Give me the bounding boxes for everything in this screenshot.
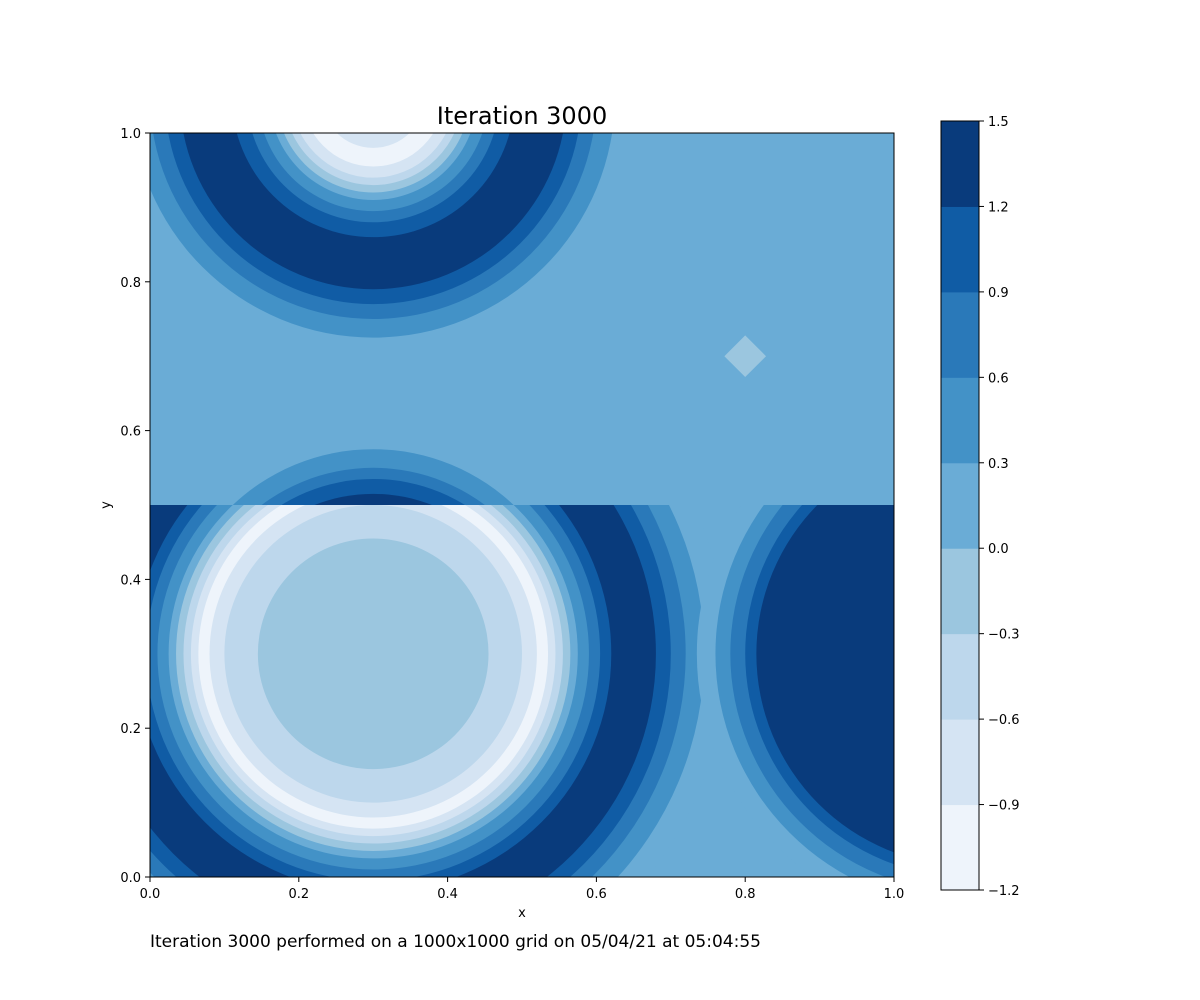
x-tick-label: 0.8 (735, 887, 756, 902)
colorbar-segment (941, 462, 979, 549)
colorbar-segment (941, 804, 979, 891)
colorbar-segment (941, 719, 979, 806)
y-tick-label: 0.2 (120, 722, 141, 737)
y-tick-label: 0.4 (120, 573, 141, 588)
x-axis: 0.0 0.2 0.4 0.6 0.8 1.0 (140, 877, 905, 902)
plot-area (149, 59, 895, 878)
x-tick-label: 0.2 (288, 887, 309, 902)
colorbar-tick-label: −1.2 (988, 884, 1020, 899)
y-tick-label: 0.8 (120, 276, 141, 291)
contour-feature (150, 59, 613, 338)
colorbar-tick-label: 0.9 (988, 286, 1009, 301)
contour-band (336, 59, 410, 133)
x-tick-label: 0.6 (586, 887, 607, 902)
x-tick-label: 1.0 (884, 887, 905, 902)
y-axis: 0.0 0.2 0.4 0.6 0.8 1.0 (120, 127, 150, 886)
colorbar-tick-label: 1.5 (988, 115, 1009, 130)
contour-feature (150, 505, 727, 877)
colorbar-frame (940, 120, 980, 891)
x-axis-label: x (518, 906, 526, 921)
colorbar-segment (941, 548, 979, 635)
contour-band (336, 133, 410, 148)
contour-band (314, 493, 432, 505)
contour-band (756, 505, 894, 853)
colorbar-tick-label: −0.6 (988, 713, 1020, 728)
chart-title: Iteration 3000 (437, 102, 608, 130)
y-tick-label: 0.6 (120, 425, 141, 440)
caption: Iteration 3000 performed on a 1000x1000 … (150, 932, 761, 952)
contour-feature (232, 449, 514, 505)
colorbar-tick-label: 0.0 (988, 542, 1009, 557)
colorbar-segment (941, 633, 979, 720)
colorbar-tick-label: −0.3 (988, 628, 1020, 643)
colorbar-tick-label: 1.2 (988, 200, 1009, 215)
y-axis-label: y (99, 501, 114, 509)
x-tick-label: 0.0 (140, 887, 161, 902)
colorbar-tick-label: 0.6 (988, 371, 1009, 386)
colorbar: −1.2 −0.9 −0.6 −0.3 0.0 0.3 0.6 0.9 1.2 1.5 (940, 115, 1020, 899)
contour-band (257, 538, 489, 770)
x-tick-label: 0.4 (437, 887, 458, 902)
contour-feature (696, 505, 894, 877)
contour-diamond (724, 335, 767, 378)
plot-frame (149, 132, 895, 878)
y-tick-label: 1.0 (120, 127, 141, 142)
y-tick-label: 0.0 (120, 871, 141, 886)
contour-band (313, 133, 434, 167)
colorbar-tick-label: 0.3 (988, 457, 1009, 472)
colorbar-segment (941, 291, 979, 378)
contour-fills (150, 59, 894, 877)
colorbar-tick-label: −0.9 (988, 799, 1020, 814)
colorbar-segment (941, 206, 979, 293)
contour-band (281, 479, 465, 505)
colorbar-segment (941, 121, 979, 207)
colorbar-segment (941, 377, 979, 464)
